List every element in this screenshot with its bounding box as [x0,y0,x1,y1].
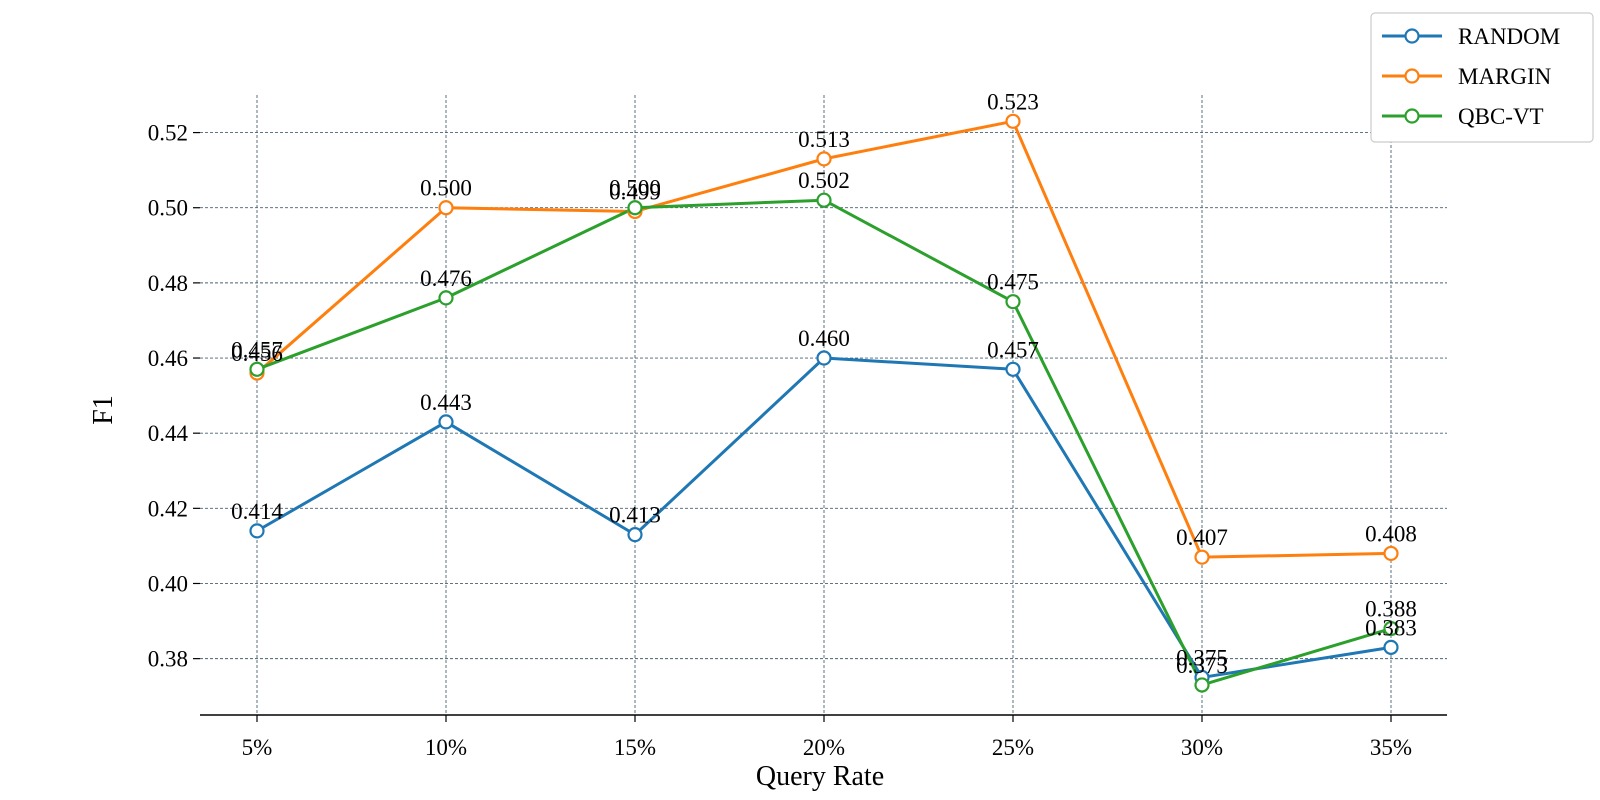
data-label-qbc-vt: 0.373 [1176,653,1228,678]
x-tick-label: 35% [1370,735,1412,760]
data-point-qbc-vt [1383,620,1399,637]
data-point-qbc-vt [1194,677,1210,693]
y-tick-label: 0.50 [148,196,188,221]
data-label-qbc-vt: 0.457 [231,337,283,362]
data-point-random [1005,361,1021,377]
data-point-margin [438,200,454,216]
x-tick-label: 15% [614,735,656,760]
data-point-margin [1005,113,1021,129]
data-point-qbc-vt [816,192,832,208]
y-axis-label: F1 [88,395,119,425]
legend-frame [1370,12,1594,143]
data-label-margin: 0.523 [987,89,1039,114]
data-label-qbc-vt: 0.500 [609,176,661,201]
grid [200,95,1447,715]
y-tick-label: 0.42 [148,496,188,521]
data-label-random: 0.457 [987,337,1039,362]
legend-label-random: RANDOM [1458,24,1560,49]
data-label-random: 0.460 [798,326,850,351]
data-point-random [627,527,643,543]
data-label-random: 0.414 [231,499,283,524]
data-label-qbc-vt: 0.502 [798,168,850,193]
y-tick-label: 0.46 [148,346,188,371]
data-label-margin: 0.500 [420,176,472,201]
legend-marker-qbc-vt [1404,108,1420,124]
data-label-random: 0.375 [1176,645,1228,670]
data-label-margin: 0.407 [1176,525,1228,550]
data-point-random [249,523,265,539]
data-point-qbc-vt [627,200,643,216]
data-point-qbc-vt [438,290,454,306]
x-tick-label: 5% [242,735,273,760]
data-labels: 0.414 0.443 0.413 0.460 0.457 0.375 0.383 0.456… [231,89,1417,678]
axes: 5% 10% 15% 20% 25% 30% 35% 0.38 0.40 0.42 0.44 0.46… [148,121,1447,760]
legend-marker-margin [1404,68,1420,84]
data-point-margin [816,151,832,167]
x-tick-label: 30% [1181,735,1223,760]
data-label-random: 0.413 [609,503,661,528]
x-tick-label: 10% [425,735,467,760]
y-tick-label: 0.48 [148,271,188,296]
y-tick-label: 0.52 [148,121,188,146]
y-tick-label: 0.38 [148,647,188,672]
x-tick-label: 25% [992,735,1034,760]
y-tick-label: 0.40 [148,571,188,596]
data-point-margin [1383,545,1399,562]
data-label-margin: 0.513 [798,127,850,152]
y-tick-label: 0.44 [148,421,189,446]
data-label-margin: 0.456 [231,341,283,366]
legend-label-qbc-vt: QBC-VT [1458,104,1544,129]
data-point-random [438,414,454,430]
series-layer [249,113,1399,693]
data-point-margin [1194,549,1210,565]
data-point-random [816,350,832,366]
data-label-qbc-vt: 0.388 [1365,597,1417,622]
data-label-margin: 0.499 [609,179,661,204]
x-tick-label: 20% [803,735,845,760]
legend-marker-random [1404,28,1420,44]
legend-label-margin: MARGIN [1458,64,1552,89]
data-label-random: 0.443 [420,390,472,415]
data-point-qbc-vt [1005,294,1021,310]
data-point-random [1383,639,1399,655]
data-label-qbc-vt: 0.476 [420,266,472,291]
data-point-qbc-vt [249,361,265,377]
x-axis-label: Query Rate [756,761,884,792]
legend: RANDOM MARGIN QBC-VT [1370,12,1594,143]
data-label-margin: 0.408 [1365,521,1417,546]
data-label-random: 0.383 [1365,615,1417,640]
data-label-qbc-vt: 0.475 [987,270,1039,295]
